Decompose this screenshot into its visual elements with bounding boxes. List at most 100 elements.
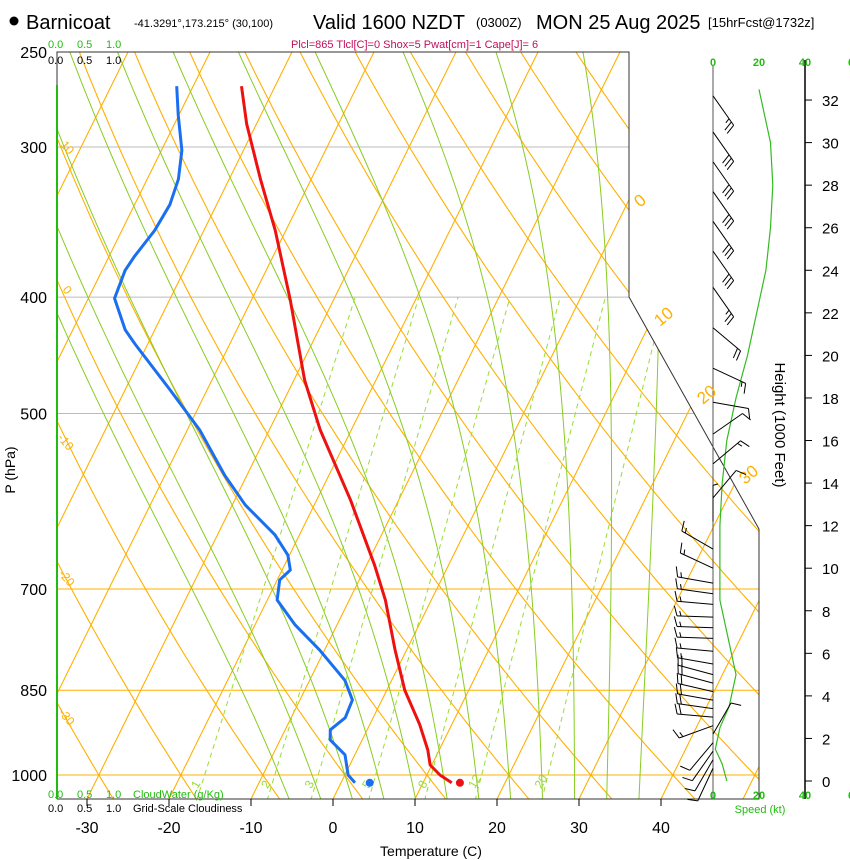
wind-barb-feather xyxy=(675,683,679,694)
wind-barb-feather xyxy=(687,798,698,802)
moist-adiabat-line xyxy=(57,52,293,799)
valid-date: MON 25 Aug 2025 xyxy=(536,12,701,34)
wind-barb-shaft xyxy=(712,327,741,352)
moist-adiabat-line xyxy=(108,52,418,799)
height-axis-label: Height (1000 Feet) xyxy=(771,362,788,487)
wind-barb-feather xyxy=(726,250,735,260)
height-tick-label: 12 xyxy=(822,519,839,536)
wind-barb-shaft xyxy=(697,768,714,802)
wind-barb xyxy=(712,469,746,499)
wind-barb-shaft xyxy=(694,759,714,792)
dry-adiabat-line xyxy=(57,52,452,799)
pressure-tick-label: 500 xyxy=(20,406,47,423)
wind-barb-half-feather xyxy=(712,483,719,486)
wind-barb-feather xyxy=(684,788,696,792)
wind-barb-feather xyxy=(740,440,750,447)
dry-adiabat-line xyxy=(343,52,759,799)
station-coords: -41.3291°,173.215° (30,100) xyxy=(134,18,273,30)
wind-barb-feather xyxy=(681,520,685,532)
wind-barb xyxy=(675,578,714,595)
wind-barb-shaft xyxy=(677,636,714,639)
temp-tick-label: -20 xyxy=(157,820,180,837)
wind-barb-feather xyxy=(726,190,735,200)
wind-barb xyxy=(712,440,750,465)
wind-barb-feather xyxy=(742,413,751,421)
temperature-line xyxy=(240,86,453,785)
wind-barb xyxy=(712,250,735,290)
wind-barb-feather xyxy=(672,729,680,739)
wind-barb-feather xyxy=(679,684,682,695)
wind-barb-shaft xyxy=(712,221,735,252)
wind-barb-feather xyxy=(675,693,678,704)
dry-adiabat-line xyxy=(234,52,759,799)
dry-adiabat-line xyxy=(57,52,368,799)
speed-tick-bottom: 0 xyxy=(710,790,716,802)
wind-barb-feather xyxy=(674,703,678,715)
wind-barb-feather xyxy=(722,184,730,194)
wind-barb-feather xyxy=(680,765,691,771)
wind-barb xyxy=(684,759,714,792)
plot-frame xyxy=(56,51,760,800)
dry-adiabat-line xyxy=(179,52,702,799)
wind-barb-feather xyxy=(673,605,678,617)
mixing-ratio-label: 12 xyxy=(465,772,484,791)
moist-adiabat-line xyxy=(638,52,661,799)
speed-tick-top: 40 xyxy=(799,57,811,69)
wind-barb xyxy=(673,616,714,629)
cloudwater-tick-bottom: 0.0 xyxy=(48,789,63,801)
wind-barb-half-feather xyxy=(725,118,730,124)
dry-adiabat-line xyxy=(125,52,619,799)
height-tick-label: 18 xyxy=(822,391,839,408)
wind-barb xyxy=(712,287,735,326)
wind-barb-shaft xyxy=(677,713,714,718)
cloudwater-tick-top: 0.5 xyxy=(77,39,92,51)
pressure-tick-label: 850 xyxy=(20,683,47,700)
height-tick-label: 0 xyxy=(822,774,830,791)
wind-barb-feather xyxy=(724,187,732,197)
isotherm-line xyxy=(165,52,550,799)
wind-barb-half-feather xyxy=(725,309,730,315)
wind-barb-feather xyxy=(722,214,730,223)
wind-barb-shaft xyxy=(712,191,735,222)
isotherm-line xyxy=(57,52,222,799)
wind-barb-feather xyxy=(674,590,678,602)
surface-dewpoint-dot xyxy=(365,778,374,787)
wind-barb xyxy=(673,605,714,618)
moist-adiabat-line xyxy=(393,52,544,799)
wind-barb-half-feather xyxy=(740,381,743,387)
wind-barb-feather xyxy=(724,217,732,227)
pressure-tick-label: 250 xyxy=(20,45,47,62)
dry-adiabat-line xyxy=(452,52,759,799)
pressure-tick-label: 400 xyxy=(20,290,47,307)
wind-barb-half-feather xyxy=(679,596,682,602)
temp-tick-label: 20 xyxy=(488,820,506,837)
wind-barb-feather xyxy=(726,280,735,290)
isotherm-label: 10 xyxy=(650,303,677,330)
isotherm-line xyxy=(575,52,759,799)
wind-barb xyxy=(676,673,714,693)
moist-adiabat-line xyxy=(57,52,324,799)
wind-barb xyxy=(672,725,714,739)
speed-tick-bottom: 6 xyxy=(848,790,850,802)
wind-barb-feather xyxy=(730,702,742,706)
wind-barb-feather xyxy=(724,247,732,257)
cloudiness-label: Grid-Scale Cloudiness xyxy=(133,803,243,815)
height-tick-label: 28 xyxy=(822,178,839,195)
wind-barb-feather xyxy=(724,157,732,167)
mixing-ratio-label: 3 xyxy=(302,778,318,791)
wind-barb-shaft xyxy=(712,250,735,281)
wind-barb-shaft xyxy=(680,552,714,569)
height-tick-label: 24 xyxy=(822,263,839,280)
wind-barb xyxy=(712,401,751,419)
theta-label: -30 xyxy=(56,706,78,729)
wind-barb xyxy=(677,663,714,684)
wind-barb xyxy=(673,626,714,639)
isotherm-label: 0 xyxy=(630,190,649,211)
wind-barb-feather xyxy=(680,673,683,685)
height-tick-label: 8 xyxy=(822,604,830,621)
wind-barb-shaft xyxy=(712,413,743,435)
station-name: Barnicoat xyxy=(26,12,111,34)
height-tick-label: 22 xyxy=(822,306,839,323)
wind-barb-shaft xyxy=(677,703,714,710)
